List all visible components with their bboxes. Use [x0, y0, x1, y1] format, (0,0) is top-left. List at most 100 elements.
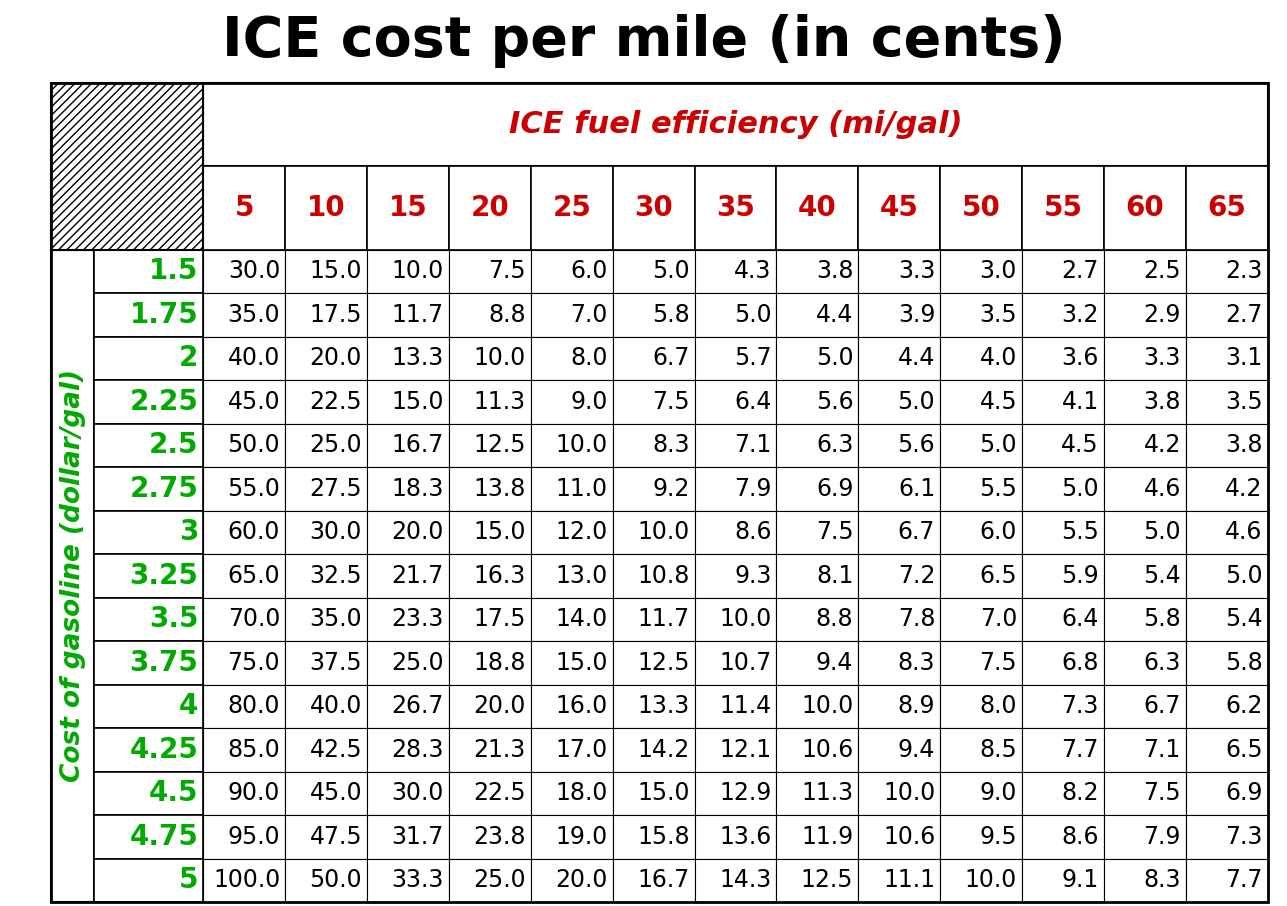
Text: 25.0: 25.0 — [474, 868, 526, 892]
Bar — [776, 424, 858, 467]
Bar — [695, 772, 776, 815]
Text: 5.9: 5.9 — [1062, 564, 1099, 588]
Bar — [449, 554, 530, 598]
Text: 20.0: 20.0 — [555, 868, 607, 892]
Bar — [858, 250, 941, 294]
Text: 65.0: 65.0 — [228, 564, 281, 588]
Text: 5.6: 5.6 — [897, 433, 936, 458]
Text: 2.5: 2.5 — [149, 431, 198, 459]
Bar — [613, 337, 695, 381]
Bar — [449, 381, 530, 424]
Bar — [1185, 598, 1268, 641]
Text: 8.0: 8.0 — [570, 346, 607, 371]
Text: 6.3: 6.3 — [1143, 651, 1180, 675]
Bar — [776, 294, 858, 337]
Text: 2.7: 2.7 — [1062, 259, 1099, 284]
Bar — [1104, 337, 1185, 381]
Bar — [1104, 598, 1185, 641]
Text: 12.5: 12.5 — [801, 868, 853, 892]
Text: ICE fuel efficiency (mi/gal): ICE fuel efficiency (mi/gal) — [508, 111, 963, 140]
Bar — [1104, 728, 1185, 772]
Text: 5.6: 5.6 — [816, 390, 853, 414]
Text: 6.4: 6.4 — [1062, 607, 1099, 631]
Bar — [941, 167, 1022, 250]
Text: 10.0: 10.0 — [965, 868, 1017, 892]
Text: 22.5: 22.5 — [309, 390, 362, 414]
Text: 21.3: 21.3 — [474, 737, 526, 762]
Bar — [367, 424, 449, 467]
Bar — [94, 685, 203, 728]
Bar — [695, 381, 776, 424]
Bar — [367, 641, 449, 685]
Bar — [695, 250, 776, 294]
Bar — [449, 859, 530, 902]
Text: 26.7: 26.7 — [391, 694, 444, 718]
Text: 2.7: 2.7 — [1225, 303, 1263, 327]
Text: 2.3: 2.3 — [1225, 259, 1263, 284]
Text: 27.5: 27.5 — [309, 477, 362, 501]
Bar — [367, 772, 449, 815]
Bar — [776, 685, 858, 728]
Bar — [449, 772, 530, 815]
Text: 9.0: 9.0 — [570, 390, 607, 414]
Text: 15.0: 15.0 — [555, 651, 607, 675]
Text: 10.0: 10.0 — [801, 694, 853, 718]
Bar — [530, 554, 613, 598]
Bar — [286, 467, 367, 511]
Text: 8.3: 8.3 — [1143, 868, 1180, 892]
Text: 7.5: 7.5 — [979, 651, 1017, 675]
Bar — [94, 424, 203, 467]
Text: 22.5: 22.5 — [474, 781, 526, 805]
Text: 21.7: 21.7 — [391, 564, 444, 588]
Text: 30.0: 30.0 — [391, 781, 444, 805]
Bar — [367, 467, 449, 511]
Bar — [941, 685, 1022, 728]
Bar — [1022, 511, 1104, 554]
Text: 5.0: 5.0 — [1062, 477, 1099, 501]
Text: 55.0: 55.0 — [228, 477, 281, 501]
Bar — [530, 467, 613, 511]
Text: 60: 60 — [1126, 194, 1165, 222]
Text: 10.6: 10.6 — [801, 737, 853, 762]
Bar — [449, 467, 530, 511]
Text: 4.3: 4.3 — [734, 259, 771, 284]
Bar — [613, 728, 695, 772]
Text: Cost of gasoline (dollar/gal): Cost of gasoline (dollar/gal) — [59, 370, 86, 783]
Bar — [286, 685, 367, 728]
Text: 3.2: 3.2 — [1062, 303, 1099, 327]
Bar — [449, 598, 530, 641]
Text: 25.0: 25.0 — [309, 433, 362, 458]
Text: 17.5: 17.5 — [310, 303, 362, 327]
Text: 10.0: 10.0 — [556, 433, 607, 458]
Text: 4.5: 4.5 — [149, 779, 198, 807]
Text: 5.0: 5.0 — [1225, 564, 1263, 588]
Text: 3.0: 3.0 — [979, 259, 1017, 284]
Text: 40.0: 40.0 — [228, 346, 281, 371]
Bar — [203, 337, 286, 381]
Bar — [1185, 167, 1268, 250]
Text: 7.9: 7.9 — [734, 477, 771, 501]
Text: 5.4: 5.4 — [1225, 607, 1263, 631]
Bar — [776, 728, 858, 772]
Text: 8.9: 8.9 — [898, 694, 936, 718]
Text: 5: 5 — [179, 866, 198, 894]
Bar — [1104, 294, 1185, 337]
Bar — [695, 641, 776, 685]
Bar — [367, 554, 449, 598]
Bar — [695, 337, 776, 381]
Bar — [367, 250, 449, 294]
Bar — [695, 554, 776, 598]
Bar — [1104, 424, 1185, 467]
Text: 7.2: 7.2 — [898, 564, 936, 588]
Text: 5.0: 5.0 — [1143, 520, 1180, 545]
Bar — [941, 381, 1022, 424]
Text: 7.5: 7.5 — [488, 259, 526, 284]
Bar — [941, 250, 1022, 294]
Bar — [1022, 685, 1104, 728]
Text: 25.0: 25.0 — [391, 651, 444, 675]
Bar — [1185, 294, 1268, 337]
Text: 3.6: 3.6 — [1062, 346, 1099, 371]
Text: 45: 45 — [880, 194, 919, 222]
Bar — [613, 511, 695, 554]
Text: 9.2: 9.2 — [653, 477, 690, 501]
